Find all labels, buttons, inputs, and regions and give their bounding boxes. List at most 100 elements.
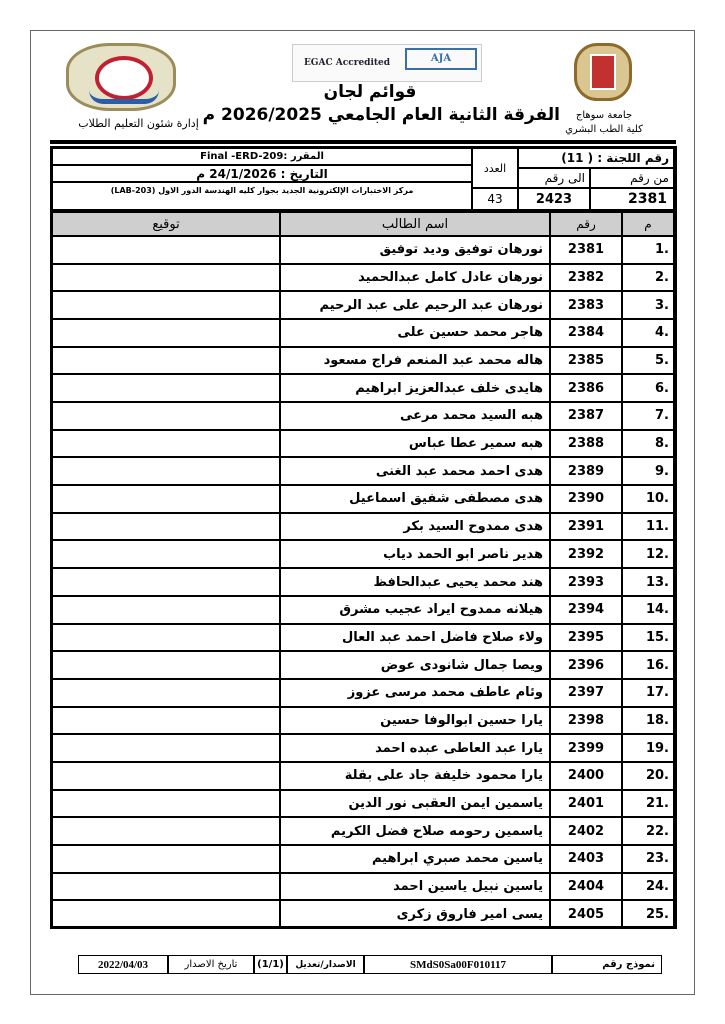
issue-date-label: تاريخ الاصدار bbox=[168, 955, 254, 974]
from-label: من رقم bbox=[590, 168, 674, 188]
department-caption: إدارة شئون التعليم الطلاب bbox=[78, 117, 199, 130]
signature-cell bbox=[52, 540, 280, 569]
signature-cell bbox=[52, 457, 280, 486]
divider bbox=[50, 140, 676, 144]
row-index: .16 bbox=[622, 651, 674, 679]
student-name: ياسين نبيل ياسين احمد bbox=[280, 872, 550, 901]
student-number: 2387 bbox=[550, 402, 622, 430]
row-index: .14 bbox=[622, 595, 674, 624]
student-number: 2384 bbox=[550, 319, 622, 347]
student-number: 2388 bbox=[550, 429, 622, 458]
signature-cell bbox=[52, 429, 280, 458]
student-number: 2399 bbox=[550, 734, 622, 762]
signature-cell bbox=[52, 319, 280, 347]
signature-cell bbox=[52, 761, 280, 790]
student-number: 2397 bbox=[550, 678, 622, 707]
student-number: 2385 bbox=[550, 346, 622, 375]
signature-cell bbox=[52, 789, 280, 818]
form-number-label: نموذج رقم bbox=[552, 955, 662, 974]
row-index: .6 bbox=[622, 374, 674, 403]
row-index: .15 bbox=[622, 623, 674, 652]
student-name: وئام عاطف محمد مرسى عزوز bbox=[280, 678, 550, 707]
course-code: المقرر :Final -ERD-209 bbox=[52, 148, 472, 165]
header-signature: توقيع bbox=[52, 212, 280, 236]
signature-cell bbox=[52, 346, 280, 375]
signature-cell bbox=[52, 485, 280, 513]
student-name: ويصا جمال شانودى عوض bbox=[280, 651, 550, 679]
student-number: 2401 bbox=[550, 789, 622, 818]
row-index: .9 bbox=[622, 457, 674, 486]
page-title: قوائم لجان bbox=[323, 82, 417, 102]
signature-cell bbox=[52, 872, 280, 901]
student-number: 2395 bbox=[550, 623, 622, 652]
committee-number: رقم اللجنة : ( 11) bbox=[518, 148, 674, 168]
sohag-university-logo bbox=[574, 43, 632, 101]
issue-date-value: 2022/04/03 bbox=[78, 955, 168, 974]
student-number: 2396 bbox=[550, 651, 622, 679]
row-index: .19 bbox=[622, 734, 674, 762]
row-index: .25 bbox=[622, 900, 674, 928]
student-name: هبه السيد محمد مرعى bbox=[280, 402, 550, 430]
signature-cell bbox=[52, 706, 280, 735]
signature-cell bbox=[52, 623, 280, 652]
row-index: .10 bbox=[622, 485, 674, 513]
signature-cell bbox=[52, 236, 280, 264]
student-name: ياسمين ايمن العقبى نور الدين bbox=[280, 789, 550, 818]
student-number: 2405 bbox=[550, 900, 622, 928]
student-name: نورهان توفيق وديد توفيق bbox=[280, 236, 550, 264]
signature-cell bbox=[52, 374, 280, 403]
signature-cell bbox=[52, 263, 280, 292]
info-divider bbox=[52, 209, 674, 212]
student-name: نورهان عادل كامل عبدالحميد bbox=[280, 263, 550, 292]
student-number: 2404 bbox=[550, 872, 622, 901]
student-number: 2403 bbox=[550, 844, 622, 873]
row-index: .4 bbox=[622, 319, 674, 347]
row-index: .17 bbox=[622, 678, 674, 707]
student-name: نورهان عبد الرحيم على عبد الرحيم bbox=[280, 291, 550, 320]
student-number: 2393 bbox=[550, 568, 622, 596]
student-number: 2394 bbox=[550, 595, 622, 624]
page-subtitle: الفرقة الثانية العام الجامعي 2026/2025 م bbox=[202, 105, 560, 125]
from-value: 2381 bbox=[590, 188, 674, 210]
row-index: .1 bbox=[622, 236, 674, 264]
row-index: .23 bbox=[622, 844, 674, 873]
student-name: هبه سمير عطا عباس bbox=[280, 429, 550, 458]
row-index: .2 bbox=[622, 263, 674, 292]
row-index: .11 bbox=[622, 512, 674, 541]
row-index: .13 bbox=[622, 568, 674, 596]
form-number-value: SMdS0Sa00F010117 bbox=[364, 955, 552, 974]
signature-cell bbox=[52, 291, 280, 320]
count-label: العدد bbox=[472, 148, 518, 188]
to-value: 2423 bbox=[518, 188, 590, 210]
student-number: 2386 bbox=[550, 374, 622, 403]
signature-cell bbox=[52, 595, 280, 624]
row-index: .18 bbox=[622, 706, 674, 735]
student-name: يارا محمود خليفة جاد على بقلة bbox=[280, 761, 550, 790]
exam-date: التاريخ : 24/1/2026 م bbox=[52, 165, 472, 182]
header-name: اسم الطالب bbox=[280, 212, 550, 236]
signature-cell bbox=[52, 402, 280, 430]
signature-cell bbox=[52, 734, 280, 762]
row-index: .21 bbox=[622, 789, 674, 818]
egac-logo: EGAC Accredited bbox=[303, 58, 391, 68]
student-name: هاجر محمد حسين على bbox=[280, 319, 550, 347]
aja-logo: AJA bbox=[405, 48, 477, 70]
student-name: هدى ممدوح السيد بكر bbox=[280, 512, 550, 541]
signature-cell bbox=[52, 817, 280, 845]
student-name: هيلانه ممدوح ايراد عجيب مشرق bbox=[280, 595, 550, 624]
student-number: 2402 bbox=[550, 817, 622, 845]
exam-location: مركز الاختبارات الإلكترونية الجديد بجوار… bbox=[52, 182, 472, 210]
student-name: هايدى خلف عبدالعزيز ابراهيم bbox=[280, 374, 550, 403]
student-name: يسى امير فاروق زكرى bbox=[280, 900, 550, 928]
signature-cell bbox=[52, 651, 280, 679]
student-number: 2398 bbox=[550, 706, 622, 735]
student-number: 2381 bbox=[550, 236, 622, 264]
row-index: .3 bbox=[622, 291, 674, 320]
signature-cell bbox=[52, 568, 280, 596]
row-index: .7 bbox=[622, 402, 674, 430]
signature-cell bbox=[52, 512, 280, 541]
student-name: هند محمد يحيى عبدالحافظ bbox=[280, 568, 550, 596]
version-value: (1/1) bbox=[254, 955, 287, 974]
student-number: 2382 bbox=[550, 263, 622, 292]
row-index: .8 bbox=[622, 429, 674, 458]
